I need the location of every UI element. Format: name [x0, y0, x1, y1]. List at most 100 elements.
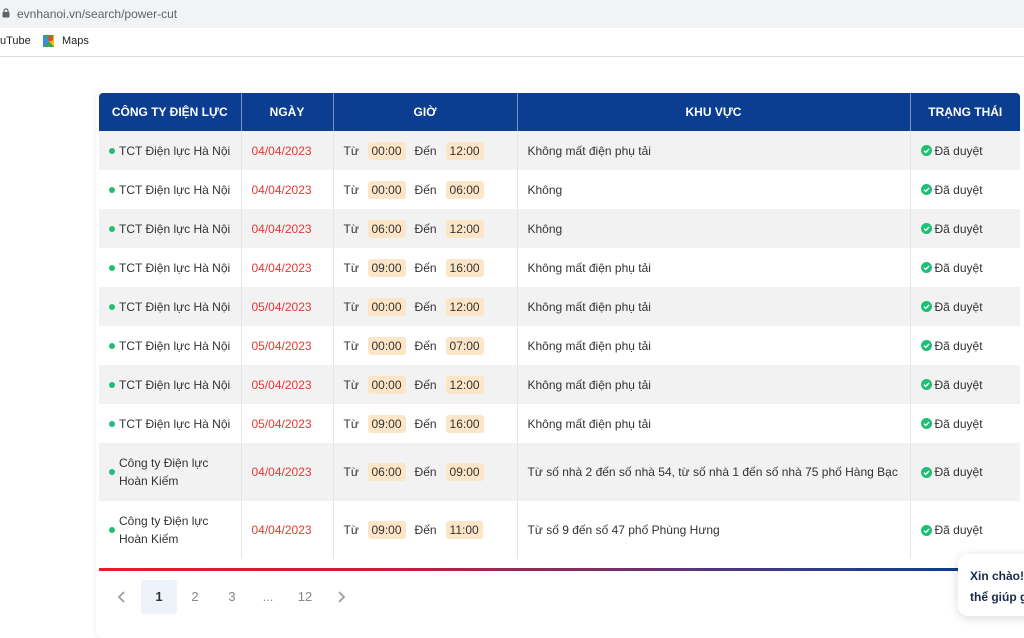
- status-text: Đã duyệt: [934, 523, 983, 537]
- area-text: Không mất điện phụ tải: [527, 377, 651, 392]
- date-value: 05/04/2023: [251, 416, 312, 431]
- status-dot-icon: [109, 186, 115, 193]
- area-cell: Không mất điện phụ tải: [517, 326, 911, 365]
- check-circle-icon: [920, 184, 932, 195]
- from-label: Từ: [343, 299, 359, 314]
- start-time-chip: 00:00: [367, 141, 406, 160]
- date-cell: 04/04/2023: [241, 501, 334, 559]
- area-text: Không mất điện phụ tải: [527, 143, 651, 158]
- start-time-chip: 00:00: [367, 375, 406, 394]
- company-cell: Công ty Điện lực Hoàn Kiếm: [99, 443, 242, 501]
- chat-greeting: Xin chào!: [970, 569, 1024, 583]
- to-label: Đến: [414, 416, 437, 431]
- area-text: Từ số nhà 2 đến số nhà 54, từ số nhà 1 đ…: [527, 465, 898, 479]
- chevron-left-icon: [117, 591, 125, 603]
- check-circle-icon: [920, 524, 932, 536]
- start-time-chip: 00:00: [367, 336, 406, 355]
- company-name: Công ty Điện lực Hoàn Kiếm: [119, 514, 209, 546]
- area-text: Không mất điện phụ tải: [527, 416, 651, 431]
- company-name: Công ty Điện lực Hoàn Kiếm: [119, 456, 209, 488]
- status-dot-icon: [109, 303, 115, 310]
- end-time-chip: 12:00: [445, 219, 484, 238]
- table-row: TCT Điện lực Hà Nội 04/04/2023 Từ 00:00 Đến 0…: [99, 170, 1020, 209]
- status-text: Đã duyệt: [934, 221, 983, 236]
- company-name: TCT Điện lực Hà Nội: [119, 182, 231, 197]
- check-circle-icon: [920, 262, 932, 273]
- next-page-button[interactable]: [323, 580, 359, 614]
- chevron-right-icon: [338, 591, 346, 603]
- end-time-chip: 07:00: [445, 336, 484, 355]
- status-dot-icon: [109, 420, 115, 427]
- status-dot-icon: [109, 469, 115, 475]
- time-cell: Từ 00:00 Đến 12:00: [333, 287, 518, 326]
- prev-page-button[interactable]: [104, 580, 140, 614]
- status-text: Đã duyệt: [934, 299, 983, 314]
- from-label: Từ: [343, 523, 359, 537]
- address-bar[interactable]: evnhanoi.vn/search/power-cut: [0, 0, 1024, 28]
- bookmarks-bar: uTube Maps: [0, 28, 1024, 57]
- company-name: TCT Điện lực Hà Nội: [119, 260, 231, 275]
- status-dot-icon: [109, 147, 115, 154]
- chat-message: thể giúp g: [970, 590, 1024, 604]
- status-text: Đã duyệt: [934, 143, 983, 158]
- area-cell: Không mất điện phụ tải: [517, 287, 911, 326]
- to-label: Đến: [414, 523, 437, 537]
- table-row: Công ty Điện lực Hoàn Kiếm 04/04/2023 Từ 06…: [99, 443, 1020, 501]
- date-cell: 05/04/2023: [241, 404, 334, 443]
- time-cell: Từ 00:00 Đến 07:00: [333, 326, 518, 365]
- col-header-company: CÔNG TY ĐIỆN LỰC: [99, 93, 242, 131]
- date-cell: 04/04/2023: [241, 443, 334, 501]
- status-cell: Đã duyệt: [910, 326, 1020, 365]
- end-time-chip: 12:00: [445, 375, 484, 394]
- to-label: Đến: [414, 465, 437, 479]
- page-3-button[interactable]: 3: [228, 589, 236, 604]
- url-text[interactable]: evnhanoi.vn/search/power-cut: [17, 7, 178, 21]
- status-dot-icon: [109, 225, 115, 232]
- time-cell: Từ 09:00 Đến 16:00: [333, 404, 518, 443]
- from-label: Từ: [343, 182, 359, 197]
- page-2-button[interactable]: 2: [191, 589, 199, 604]
- start-time-chip: 06:00: [367, 463, 406, 481]
- date-value: 05/04/2023: [251, 338, 312, 353]
- col-header-status: TRẠNG THÁI: [910, 93, 1020, 131]
- to-label: Đến: [414, 338, 437, 353]
- to-label: Đến: [414, 221, 437, 236]
- time-cell: Từ 00:00 Đến 12:00: [333, 365, 518, 404]
- end-time-chip: 09:00: [445, 463, 484, 481]
- company-name: TCT Điện lực Hà Nội: [119, 377, 231, 392]
- bookmark-youtube[interactable]: uTube: [0, 35, 31, 47]
- date-value: 04/04/2023: [251, 465, 312, 479]
- company-cell: TCT Điện lực Hà Nội: [99, 287, 242, 326]
- to-label: Đến: [414, 377, 437, 392]
- date-cell: 05/04/2023: [241, 365, 334, 404]
- end-time-chip: 12:00: [445, 141, 484, 160]
- page-ellipsis: ...: [262, 589, 274, 604]
- from-label: Từ: [343, 465, 359, 479]
- to-label: Đến: [414, 182, 437, 197]
- power-cut-table: CÔNG TY ĐIỆN LỰC NGÀY GIỜ KHU VỰC TRẠNG …: [99, 93, 1020, 559]
- page-12-button[interactable]: 12: [297, 589, 313, 604]
- status-dot-icon: [109, 381, 115, 388]
- check-circle-icon: [920, 379, 932, 390]
- page-1-button[interactable]: 1: [141, 580, 177, 614]
- from-label: Từ: [343, 143, 359, 158]
- date-value: 04/04/2023: [251, 143, 312, 158]
- time-cell: Từ 00:00 Đến 12:00: [333, 131, 518, 170]
- chat-widget[interactable]: Xin chào! thể giúp g: [958, 554, 1024, 616]
- date-cell: 04/04/2023: [241, 209, 334, 248]
- status-text: Đã duyệt: [934, 416, 983, 431]
- end-time-chip: 11:00: [445, 521, 483, 539]
- status-cell: Đã duyệt: [910, 404, 1020, 443]
- check-circle-icon: [920, 223, 932, 234]
- status-text: Đã duyệt: [934, 182, 983, 197]
- table-row: Công ty Điện lực Hoàn Kiếm 04/04/2023 Từ 09…: [99, 501, 1020, 559]
- end-time-chip: 06:00: [445, 180, 484, 199]
- end-time-chip: 16:00: [445, 414, 484, 433]
- date-value: 04/04/2023: [251, 221, 312, 236]
- start-time-chip: 06:00: [367, 219, 406, 238]
- company-cell: TCT Điện lực Hà Nội: [99, 365, 242, 404]
- date-cell: 04/04/2023: [241, 131, 334, 170]
- bookmark-maps[interactable]: Maps: [62, 35, 89, 47]
- area-text: Không mất điện phụ tải: [527, 338, 651, 353]
- status-cell: Đã duyệt: [910, 170, 1020, 209]
